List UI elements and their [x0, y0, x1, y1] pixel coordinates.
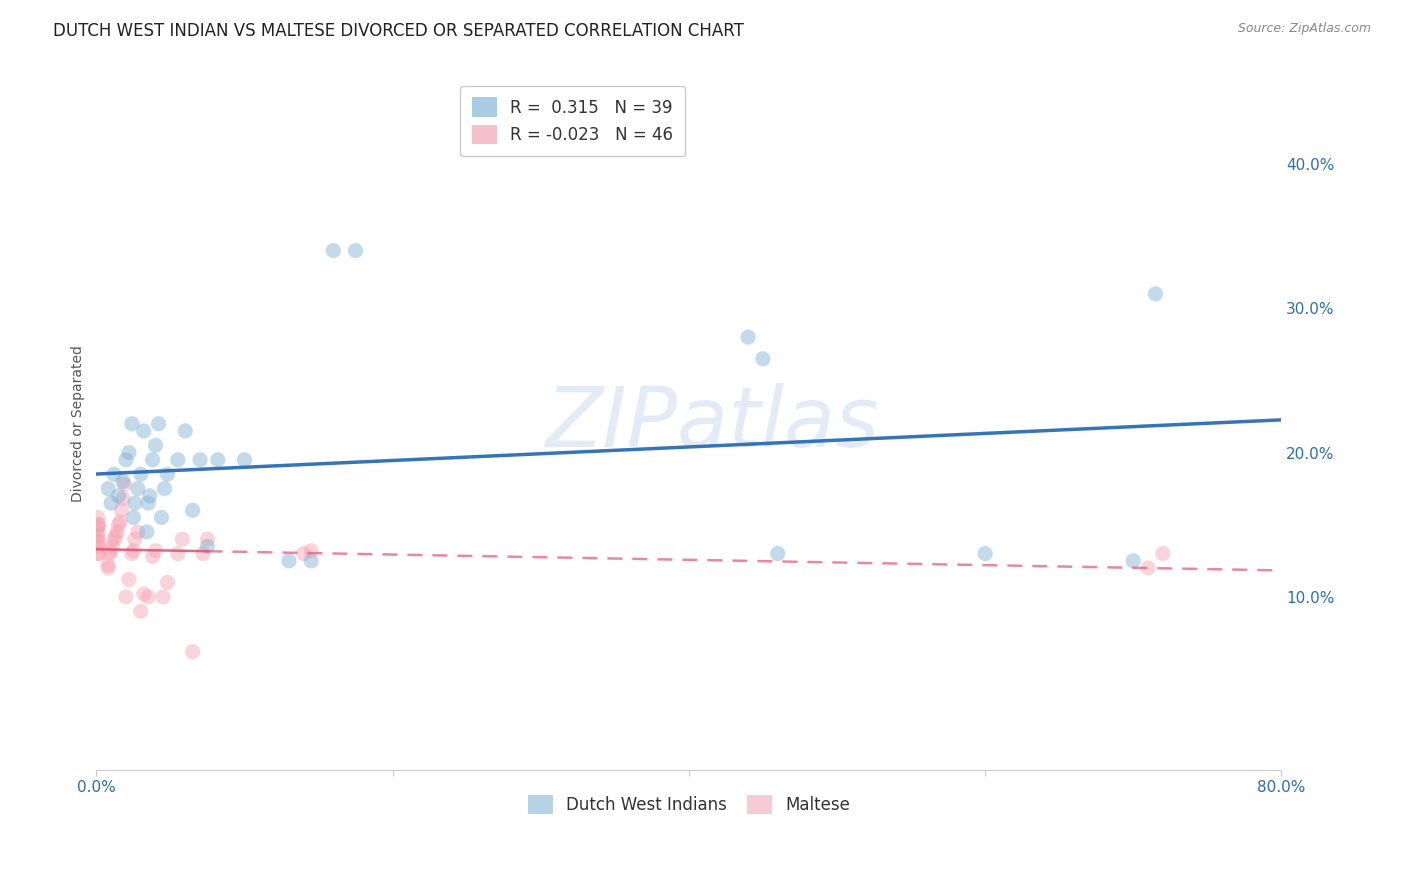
Point	[153, 482, 176, 496]
Point	[122, 543, 145, 558]
Point	[322, 244, 344, 258]
Point	[142, 549, 165, 564]
Point	[1144, 286, 1167, 301]
Point	[87, 524, 110, 539]
Point	[181, 645, 204, 659]
Point	[122, 510, 145, 524]
Point	[118, 445, 141, 459]
Point	[156, 467, 179, 482]
Point	[136, 496, 159, 510]
Point	[107, 489, 129, 503]
Point	[111, 491, 134, 506]
Point	[166, 547, 188, 561]
Point	[100, 543, 122, 558]
Point	[107, 517, 129, 532]
Point	[97, 558, 120, 573]
Point	[124, 496, 146, 510]
Point	[115, 452, 138, 467]
Point	[277, 554, 299, 568]
Point	[181, 503, 204, 517]
Point	[124, 532, 146, 546]
Point	[1137, 561, 1160, 575]
Point	[191, 547, 214, 561]
Point	[132, 424, 155, 438]
Text: DUTCH WEST INDIAN VS MALTESE DIVORCED OR SEPARATED CORRELATION CHART: DUTCH WEST INDIAN VS MALTESE DIVORCED OR…	[53, 22, 744, 40]
Point	[104, 529, 127, 543]
Point	[752, 351, 775, 366]
Point	[100, 496, 122, 510]
Point	[299, 543, 322, 558]
Point	[299, 554, 322, 568]
Point	[142, 452, 165, 467]
Point	[148, 417, 170, 431]
Point	[197, 532, 219, 546]
Point	[89, 517, 111, 532]
Point	[87, 540, 110, 554]
Point	[111, 475, 134, 489]
Point	[105, 524, 128, 539]
Point	[101, 540, 124, 554]
Point	[87, 535, 110, 549]
Point	[127, 482, 149, 496]
Point	[108, 515, 131, 529]
Point	[115, 590, 138, 604]
Point	[138, 489, 160, 503]
Point	[172, 532, 194, 546]
Point	[87, 517, 110, 532]
Point	[145, 543, 167, 558]
Point	[292, 547, 315, 561]
Point	[121, 547, 143, 561]
Point	[129, 467, 152, 482]
Point	[121, 417, 143, 431]
Point	[188, 452, 211, 467]
Point	[110, 503, 132, 517]
Legend: Dutch West Indians, Maltese: Dutch West Indians, Maltese	[517, 785, 860, 824]
Point	[233, 452, 256, 467]
Point	[150, 510, 173, 524]
Y-axis label: Divorced or Separated: Divorced or Separated	[72, 345, 86, 502]
Point	[174, 424, 197, 438]
Point	[207, 452, 229, 467]
Point	[136, 590, 159, 604]
Point	[197, 540, 219, 554]
Point	[132, 587, 155, 601]
Point	[766, 547, 789, 561]
Point	[87, 510, 110, 524]
Point	[129, 604, 152, 618]
Point	[135, 524, 157, 539]
Point	[97, 482, 120, 496]
Point	[974, 547, 997, 561]
Point	[118, 573, 141, 587]
Point	[89, 547, 111, 561]
Point	[156, 575, 179, 590]
Point	[87, 529, 110, 543]
Point	[98, 547, 121, 561]
Point	[103, 467, 125, 482]
Point	[1152, 547, 1174, 561]
Point	[89, 535, 111, 549]
Point	[103, 532, 125, 546]
Point	[344, 244, 367, 258]
Point	[114, 477, 136, 491]
Point	[87, 547, 110, 561]
Text: Source: ZipAtlas.com: Source: ZipAtlas.com	[1237, 22, 1371, 36]
Point	[87, 520, 110, 534]
Point	[127, 524, 149, 539]
Point	[97, 561, 120, 575]
Text: ZIPatlas: ZIPatlas	[546, 384, 879, 464]
Point	[145, 438, 167, 452]
Point	[166, 452, 188, 467]
Point	[152, 590, 174, 604]
Point	[737, 330, 759, 344]
Point	[1122, 554, 1144, 568]
